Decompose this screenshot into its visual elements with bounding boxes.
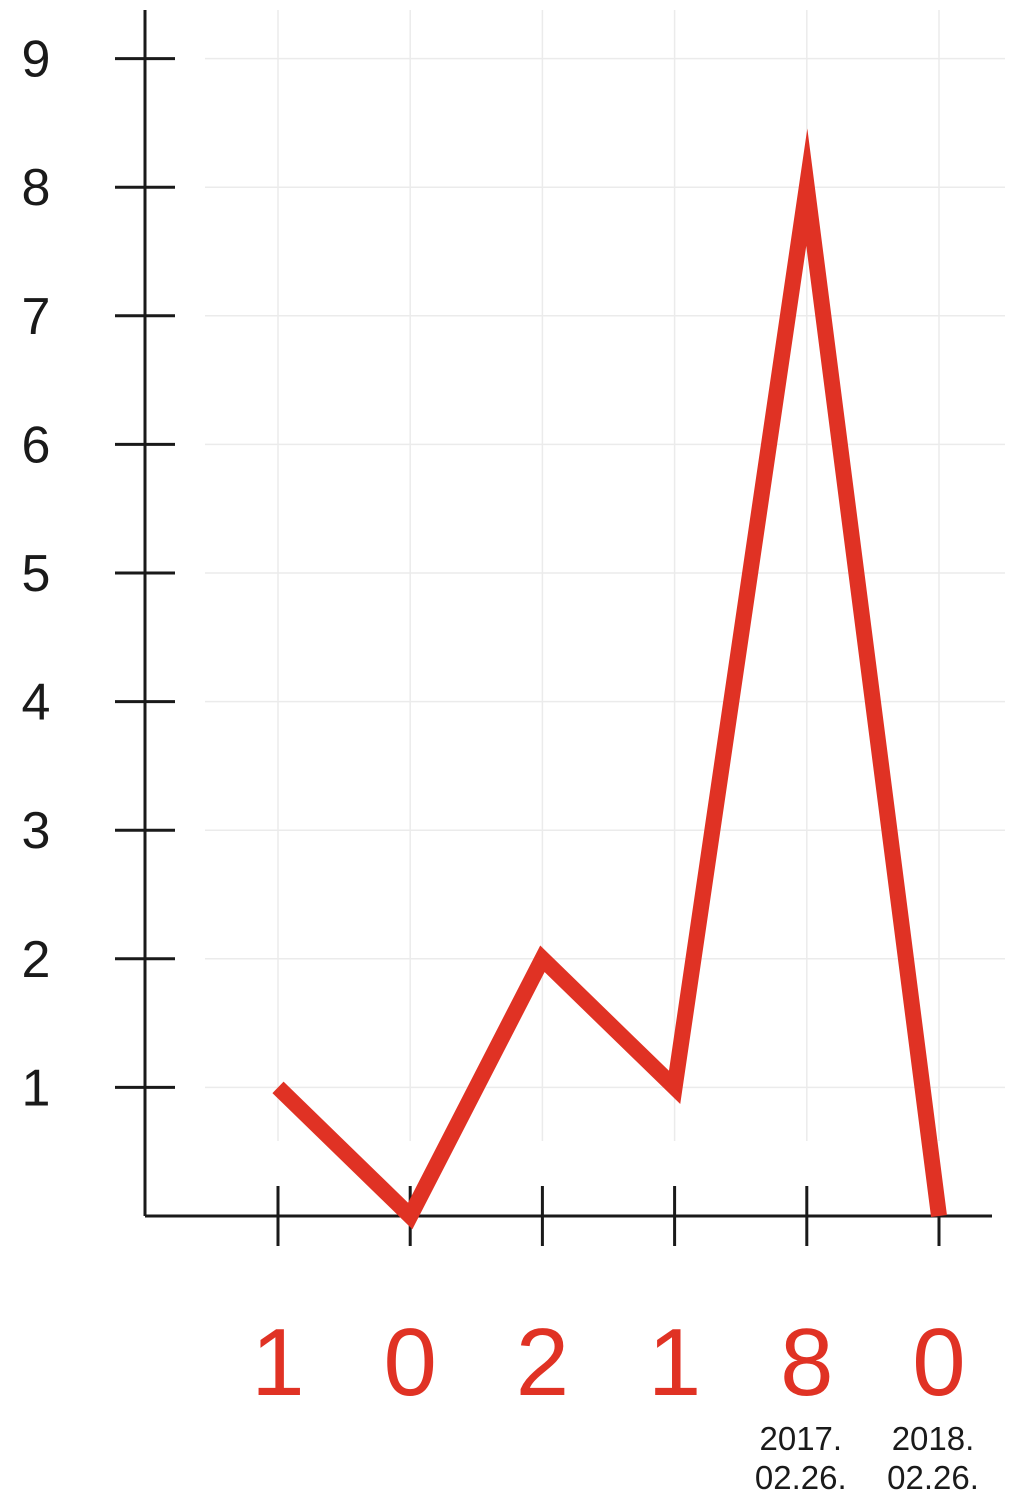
series bbox=[272, 128, 947, 1230]
x-tick-labels: 2017.02.26.2018.02.26. bbox=[755, 1420, 979, 1496]
y-tick-label: 2 bbox=[22, 931, 51, 989]
x-tick-label-line1: 2018. bbox=[892, 1420, 975, 1457]
grid bbox=[205, 10, 1005, 1141]
data-value-label: 0 bbox=[912, 1309, 965, 1416]
x-tick-label-line1: 2017. bbox=[760, 1420, 843, 1457]
y-tick-label: 3 bbox=[22, 802, 51, 860]
axes bbox=[115, 10, 992, 1246]
data-value-label: 1 bbox=[648, 1309, 701, 1416]
y-tick-label: 9 bbox=[22, 31, 51, 89]
data-value-label: 2 bbox=[516, 1309, 569, 1416]
x-tick-label-line2: 02.26. bbox=[755, 1459, 847, 1496]
data-value-label: 8 bbox=[780, 1309, 833, 1416]
data-value-label: 1 bbox=[251, 1309, 304, 1416]
y-tick-label: 1 bbox=[22, 1059, 51, 1117]
y-tick-label: 8 bbox=[22, 159, 51, 217]
series-line bbox=[272, 128, 947, 1230]
y-tick-label: 6 bbox=[22, 416, 51, 474]
x-tick-label-line2: 02.26. bbox=[887, 1459, 979, 1496]
data-value-label: 0 bbox=[384, 1309, 437, 1416]
y-tick-labels: 1 2 3 4 5 6 7 8 9 bbox=[22, 31, 51, 1118]
y-tick-label: 4 bbox=[22, 674, 51, 732]
y-tick-label: 7 bbox=[22, 288, 51, 346]
y-tick-label: 5 bbox=[22, 545, 51, 603]
